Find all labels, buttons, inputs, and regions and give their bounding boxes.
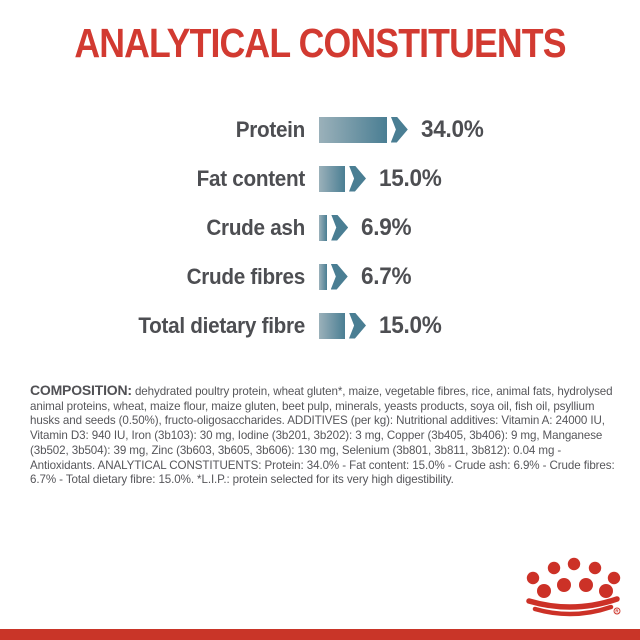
- nutrient-value: 34.0%: [420, 115, 484, 143]
- registered-mark-letter: R: [615, 609, 619, 614]
- nutrient-value: 6.7%: [360, 262, 412, 290]
- nutrient-bar: [319, 116, 408, 143]
- nutrient-bar: [319, 214, 349, 241]
- arrow-tip-icon: [349, 165, 366, 192]
- bar-body: [319, 165, 345, 192]
- chart-row: Crude ash 6.9%: [0, 203, 640, 252]
- crown-base-arc: [532, 604, 614, 617]
- crown-dot: [599, 584, 613, 598]
- chart-row: Total dietary fibre 15.0%: [0, 301, 640, 350]
- nutrient-bar: [319, 263, 348, 290]
- page-title: ANALYTICAL CONSTITUENTS: [74, 20, 566, 66]
- nutrient-label: Crude fibres: [186, 263, 306, 289]
- composition-text: COMPOSITION: dehydrated poultry protein,…: [30, 383, 616, 488]
- chart-row: Protein 34.0%: [0, 105, 640, 154]
- registered-mark-icon: [613, 607, 621, 615]
- composition-body: dehydrated poultry protein, wheat gluten…: [30, 385, 615, 487]
- crown-dot: [537, 584, 551, 598]
- nutrient-value: 6.9%: [361, 213, 412, 241]
- crown-dot: [547, 561, 561, 575]
- chart-row: Fat content 15.0%: [0, 154, 640, 203]
- nutrient-label: Protein: [235, 116, 306, 142]
- nutrient-value: 15.0%: [379, 311, 442, 339]
- bottom-red-bar: [0, 629, 640, 640]
- crown-dot: [567, 557, 581, 571]
- nutrient-label: Total dietary fibre: [138, 312, 305, 338]
- crown-dot: [607, 571, 621, 585]
- crown-dot: [557, 578, 571, 592]
- nutrient-label: Crude ash: [206, 214, 305, 240]
- royal-canin-crown-logo: R: [526, 557, 621, 617]
- bar-body: [319, 312, 345, 339]
- nutrient-label: Fat content: [196, 165, 306, 191]
- analytical-constituents-chart: Protein 34.0% Fat content 15.0% Crude as…: [0, 105, 640, 350]
- crown-dot: [579, 578, 593, 592]
- arrow-tip-icon: [330, 263, 348, 290]
- chart-row: Crude fibres 6.7%: [0, 252, 640, 301]
- composition-label: COMPOSITION:: [30, 382, 132, 398]
- crown-dot: [526, 571, 540, 585]
- arrow-tip-icon: [390, 116, 408, 143]
- nutrient-bar: [319, 165, 366, 192]
- crown-base-arc: [526, 596, 620, 610]
- arrow-tip-icon: [349, 312, 366, 339]
- nutrient-bar: [319, 312, 366, 339]
- crown-dot: [588, 561, 602, 575]
- bar-body: [319, 263, 327, 290]
- bar-body: [319, 116, 387, 143]
- arrow-tip-icon: [331, 214, 349, 241]
- nutrient-value: 15.0%: [379, 164, 442, 192]
- bar-body: [319, 214, 328, 241]
